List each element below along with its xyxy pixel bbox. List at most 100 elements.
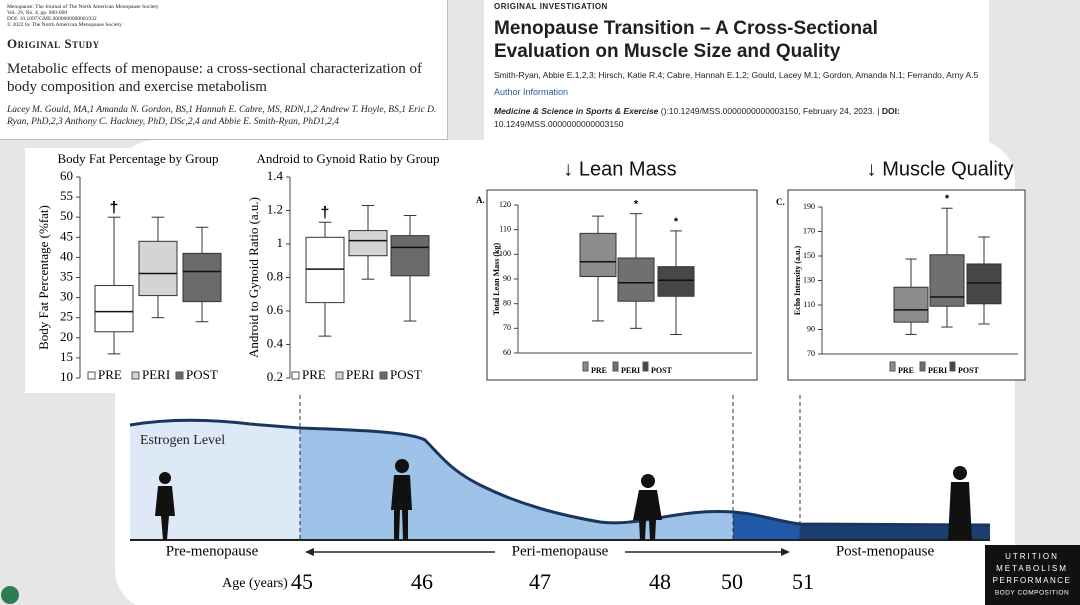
logo-text: UTRITION [1005, 552, 1059, 561]
annotation: * [634, 199, 639, 211]
legend-label: PRE [591, 366, 607, 375]
estrogen-curve [129, 418, 991, 527]
y-tick-label: 25 [60, 309, 73, 324]
y-tick-label: 30 [60, 289, 73, 304]
chart-heading: ↓ Lean Mass [563, 158, 676, 180]
y-tick-label: 1 [277, 235, 284, 250]
y-tick-label: 150 [803, 251, 815, 260]
age: 50 [721, 569, 743, 594]
panel-label: A. [476, 195, 485, 205]
y-tick-label: 80 [503, 298, 511, 307]
box [966, 263, 1002, 305]
legend-label: PRE [898, 366, 914, 375]
box [182, 252, 222, 303]
logo-box [985, 545, 1080, 605]
legend-label: PRE [302, 367, 326, 382]
y-tick-label: 10 [60, 369, 73, 384]
legend-label: PERI [928, 366, 947, 375]
edit-button[interactable] [1, 586, 19, 604]
legend-label: PRE [98, 367, 122, 382]
box [929, 254, 965, 307]
logo-text: METABOLISM [996, 564, 1068, 573]
y-tick-label: 110 [499, 224, 511, 233]
author-info[interactable]: Author Information [494, 87, 569, 97]
journal: Menopause: The Journal of The North Amer… [7, 4, 159, 10]
annotation: * [945, 193, 950, 205]
chart-heading: ↓ Muscle Quality [867, 158, 1014, 180]
age: 47 [529, 569, 551, 594]
y-tick-label: 55 [60, 188, 73, 203]
y-tick-label: 35 [60, 268, 73, 283]
legend-label: PERI [346, 367, 374, 382]
legend-swatch [291, 371, 300, 380]
y-tick-label: 0.2 [267, 369, 283, 384]
authors: Lacey M. Gould, MA,1 Amanda N. Gordon, B… [7, 105, 437, 127]
y-tick-label: 110 [803, 300, 815, 309]
stage-label: Pre-menopause [166, 543, 259, 559]
y-tick-label: 0.8 [267, 268, 283, 283]
age: 51 [792, 569, 814, 594]
y-tick-label: 60 [503, 348, 511, 357]
legend-swatch [949, 361, 956, 372]
paper-header: Menopause: The Journal of The North Amer… [0, 0, 448, 140]
stage-label: Post-menopause [836, 543, 935, 559]
authors: Smith-Ryan, Abbie E.1,2,3; Hirsch, Katie… [494, 70, 979, 80]
journal: Medicine & Science in Sports & Exercise [494, 106, 659, 116]
legend-label: POST [651, 366, 673, 375]
age-label: Age (years) [222, 576, 288, 591]
y-tick-label: 130 [803, 275, 815, 284]
age: 45 [291, 569, 313, 594]
panel-label: C. [776, 197, 785, 207]
y-tick-label: 70 [807, 349, 815, 358]
annotation: † [321, 204, 330, 221]
y-tick-label: 40 [60, 248, 73, 263]
y-axis-label: Total Lean Mass (kg) [492, 242, 501, 315]
box [617, 257, 655, 302]
stage-label: Peri-menopause [512, 543, 609, 559]
y-axis-label: Echo Intensity (a.u.) [793, 245, 802, 315]
volume: Vol. 29, No. 4, pp. 000-000 [7, 10, 68, 16]
section: Original Study [7, 36, 100, 51]
silhouettes [155, 459, 972, 540]
timeline: Estrogen Level Pre-menopause Peri-menopa… [129, 395, 991, 594]
legend-swatch [889, 361, 896, 372]
estrogen-area [733, 512, 800, 540]
y-tick-label: 70 [503, 323, 511, 332]
box [348, 230, 388, 257]
legend-swatch [175, 371, 184, 380]
citation: Medicine & Science in Sports & Exercise … [494, 105, 979, 131]
legend-label: POST [186, 367, 218, 382]
logo-text: PERFORMANCE [993, 576, 1072, 585]
y-axis-label: Android to Gynoid Ratio (a.u.) [246, 197, 261, 358]
annotation: * [674, 216, 679, 228]
legend-swatch [919, 361, 926, 372]
estrogen-area [300, 428, 733, 540]
legend-swatch [379, 371, 388, 380]
paper-header: ORIGINAL INVESTIGATION Menopause Transit… [484, 0, 989, 150]
paper-title: Menopause Transition – A Cross-Sectional… [494, 18, 878, 62]
chart-title: Android to Gynoid Ratio by Group [256, 151, 439, 166]
annotation: † [110, 199, 119, 216]
y-tick-label: 0.4 [267, 335, 284, 350]
y-tick-label: 1.4 [267, 168, 284, 183]
y-tick-label: 20 [60, 329, 73, 344]
legend-label: POST [958, 366, 980, 375]
legend-swatch [612, 361, 619, 372]
y-tick-label: 1.2 [267, 201, 283, 216]
y-axis-label: Body Fat Percentage (%fat) [36, 205, 51, 350]
copyright: © 2022 by The North American Menopause S… [7, 22, 122, 28]
legend-label: PERI [621, 366, 640, 375]
y-tick-label: 90 [503, 274, 511, 283]
curve-label: Estrogen Level [140, 433, 225, 448]
y-tick-label: 100 [499, 249, 511, 258]
chart-panel [25, 148, 450, 393]
box [138, 240, 178, 297]
box [390, 235, 430, 277]
age: 46 [411, 569, 433, 594]
legend-swatch [642, 361, 649, 372]
y-tick-label: 120 [499, 200, 511, 209]
legend-swatch [335, 371, 344, 380]
doi: DOI: 10.1097/GME.0000000000001932 [7, 16, 97, 22]
logo-text: BODY COMPOSITION [995, 590, 1069, 597]
